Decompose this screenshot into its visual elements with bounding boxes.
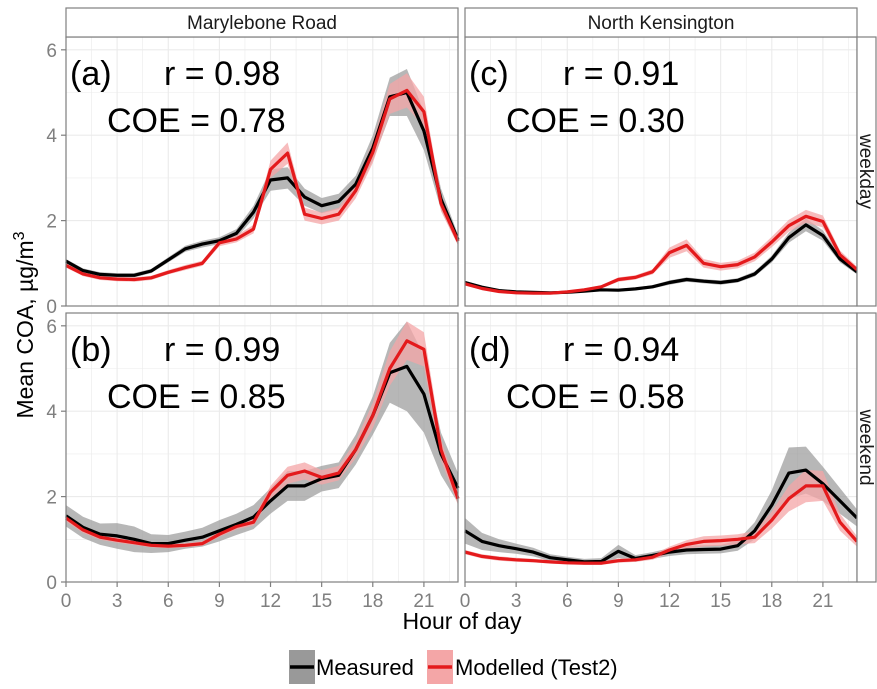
x-tick-label: 6	[562, 591, 573, 612]
panel-r-value: r = 0.91	[563, 55, 679, 93]
strip-row-1: weekday	[855, 36, 877, 307]
panel-coe-value: COE = 0.30	[506, 102, 685, 140]
x-tick-label: 9	[214, 591, 225, 612]
x-tick-label: 12	[260, 591, 281, 612]
strip-column-2: North Kensington	[464, 7, 858, 38]
y-axis-weekend: 0 2 4 6	[46, 317, 66, 594]
x-axis-title: Hour of day	[403, 608, 522, 634]
strip-label: weekend	[855, 408, 876, 485]
x-tick-label: 12	[659, 591, 680, 612]
panel-label: (b)	[70, 331, 112, 369]
y-axis-title: Mean COA, µg/m3	[11, 231, 38, 418]
legend-key-measured	[289, 650, 315, 684]
panel-a: (a) r = 0.98 COE = 0.78	[65, 36, 460, 307]
strip-label: weekday	[855, 133, 876, 209]
panel-coe-value: COE = 0.58	[506, 378, 685, 416]
panel-coe-value: COE = 0.78	[107, 102, 286, 140]
panel-r-value: r = 0.94	[563, 331, 679, 369]
y-tick-label: 2	[46, 212, 57, 233]
strip-column-1: Marylebone Road	[65, 7, 459, 38]
panel-label: (d)	[469, 331, 511, 369]
y-tick-label: 2	[46, 488, 57, 509]
strip-label: Marylebone Road	[187, 13, 337, 34]
y-tick-label: 0	[46, 297, 57, 318]
strip-background	[856, 36, 877, 307]
panels-layer: (a) r = 0.98 COE = 0.78 (c) r = 0.91 COE = 0.…	[65, 36, 859, 583]
panel-r-value: r = 0.98	[164, 55, 280, 93]
y-axis-title-superscript: 3	[11, 231, 28, 240]
x-tick-label: 6	[163, 591, 174, 612]
y-tick-label: 0	[46, 573, 57, 594]
strip-background	[856, 312, 877, 583]
legend-label-measured: Measured	[316, 655, 414, 680]
panel-label: (a)	[70, 55, 112, 93]
x-tick-label: 18	[362, 591, 383, 612]
x-axis-column-1: 0 3 6 9 12 15 18 21	[61, 582, 434, 612]
panel-r-value: r = 0.99	[164, 331, 280, 369]
y-tick-label: 6	[46, 317, 57, 338]
x-tick-label: 21	[812, 591, 833, 612]
modelled-line	[464, 484, 859, 565]
modelled-line	[65, 339, 460, 548]
strips-layer: Marylebone Road North Kensington weekday we…	[65, 7, 877, 583]
panel-coe-value: COE = 0.85	[107, 378, 286, 416]
legend-label-modelled: Modelled (Test2)	[455, 655, 618, 680]
y-axis-weekday: 0 2 4 6	[46, 41, 66, 318]
x-tick-label: 18	[761, 591, 782, 612]
y-tick-label: 4	[46, 126, 57, 147]
y-tick-label: 4	[46, 402, 57, 423]
panel-border	[65, 312, 459, 583]
panel-c: (c) r = 0.91 COE = 0.30	[464, 36, 859, 307]
strip-row-2: weekend	[855, 312, 877, 583]
y-axis-title-main: Mean COA, µg/m	[12, 240, 38, 418]
strip-background	[65, 7, 459, 38]
x-tick-label: 0	[460, 591, 471, 612]
strip-background	[464, 7, 858, 38]
x-tick-label: 15	[710, 591, 731, 612]
x-tick-label: 21	[413, 591, 434, 612]
panel-d: (d) r = 0.94 COE = 0.58	[464, 312, 859, 583]
modelled-band	[66, 73, 458, 282]
legend: Measured Modelled (Test2)	[289, 650, 618, 684]
x-tick-label: 15	[311, 591, 332, 612]
y-tick-label: 6	[46, 41, 57, 62]
x-tick-label: 3	[511, 591, 522, 612]
x-axis-column-2: 0 3 6 9 12 15 18 21	[460, 582, 833, 612]
x-tick-label: 0	[61, 591, 72, 612]
modelled-line	[65, 88, 460, 282]
legend-key-modelled	[427, 650, 453, 684]
x-tick-label: 3	[112, 591, 123, 612]
panel-label: (c)	[469, 55, 509, 93]
modelled-band	[66, 321, 458, 549]
strip-label: North Kensington	[588, 13, 735, 34]
modelled-line	[464, 214, 859, 295]
x-tick-label: 9	[613, 591, 624, 612]
panel-b: (b) r = 0.99 COE = 0.85	[65, 312, 460, 583]
